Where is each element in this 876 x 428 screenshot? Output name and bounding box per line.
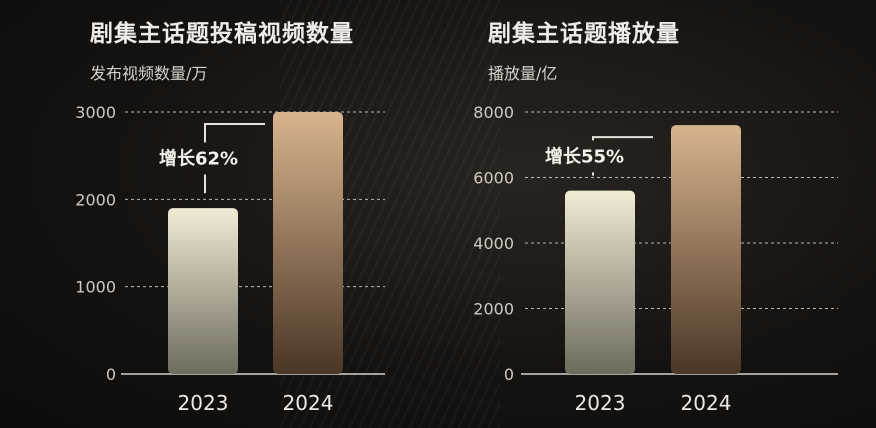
chart-title: 剧集主话题投稿视频数量	[90, 21, 354, 47]
chart-title: 剧集主话题播放量	[488, 21, 680, 47]
growth-annotation: 增长55%	[545, 145, 624, 167]
bar-2024	[273, 112, 343, 374]
growth-annotation: 增长62%	[159, 148, 238, 170]
y-tick-label: 0	[504, 365, 514, 384]
y-tick-label: 2000	[473, 300, 514, 319]
chart-panel-video-count: 剧集主话题投稿视频数量 发布视频数量/万 0 1000 2000 3000 2023 20…	[75, 21, 385, 415]
x-category-label: 2024	[283, 391, 334, 415]
y-tick-label: 2000	[75, 190, 116, 209]
y-tick-label: 4000	[473, 234, 514, 253]
y-tick-label: 1000	[75, 278, 116, 297]
bar-2023	[168, 208, 238, 374]
y-tick-label: 3000	[75, 103, 116, 122]
growth-bracket	[204, 123, 265, 194]
bar-2024	[671, 125, 741, 374]
bar-chart-play-count: 0 2000 4000 6000 8000 2023 2024 增长55%	[473, 103, 838, 415]
chart-subtitle: 播放量/亿	[488, 64, 558, 83]
x-category-label: 2024	[681, 391, 732, 415]
growth-bracket	[592, 136, 653, 176]
chart-subtitle: 发布视频数量/万	[90, 64, 208, 83]
bar-2023	[565, 190, 635, 374]
bar-chart-video-count: 0 1000 2000 3000 2023 2024 增长62%	[75, 103, 385, 415]
y-tick-label: 0	[106, 365, 116, 384]
x-category-label: 2023	[178, 391, 229, 415]
y-tick-label: 8000	[473, 103, 514, 122]
x-category-label: 2023	[575, 391, 626, 415]
chart-panel-play-count: 剧集主话题播放量 播放量/亿 0 2000 4000 6000 8000 2023 2024…	[438, 0, 876, 428]
y-tick-label: 6000	[473, 169, 514, 188]
